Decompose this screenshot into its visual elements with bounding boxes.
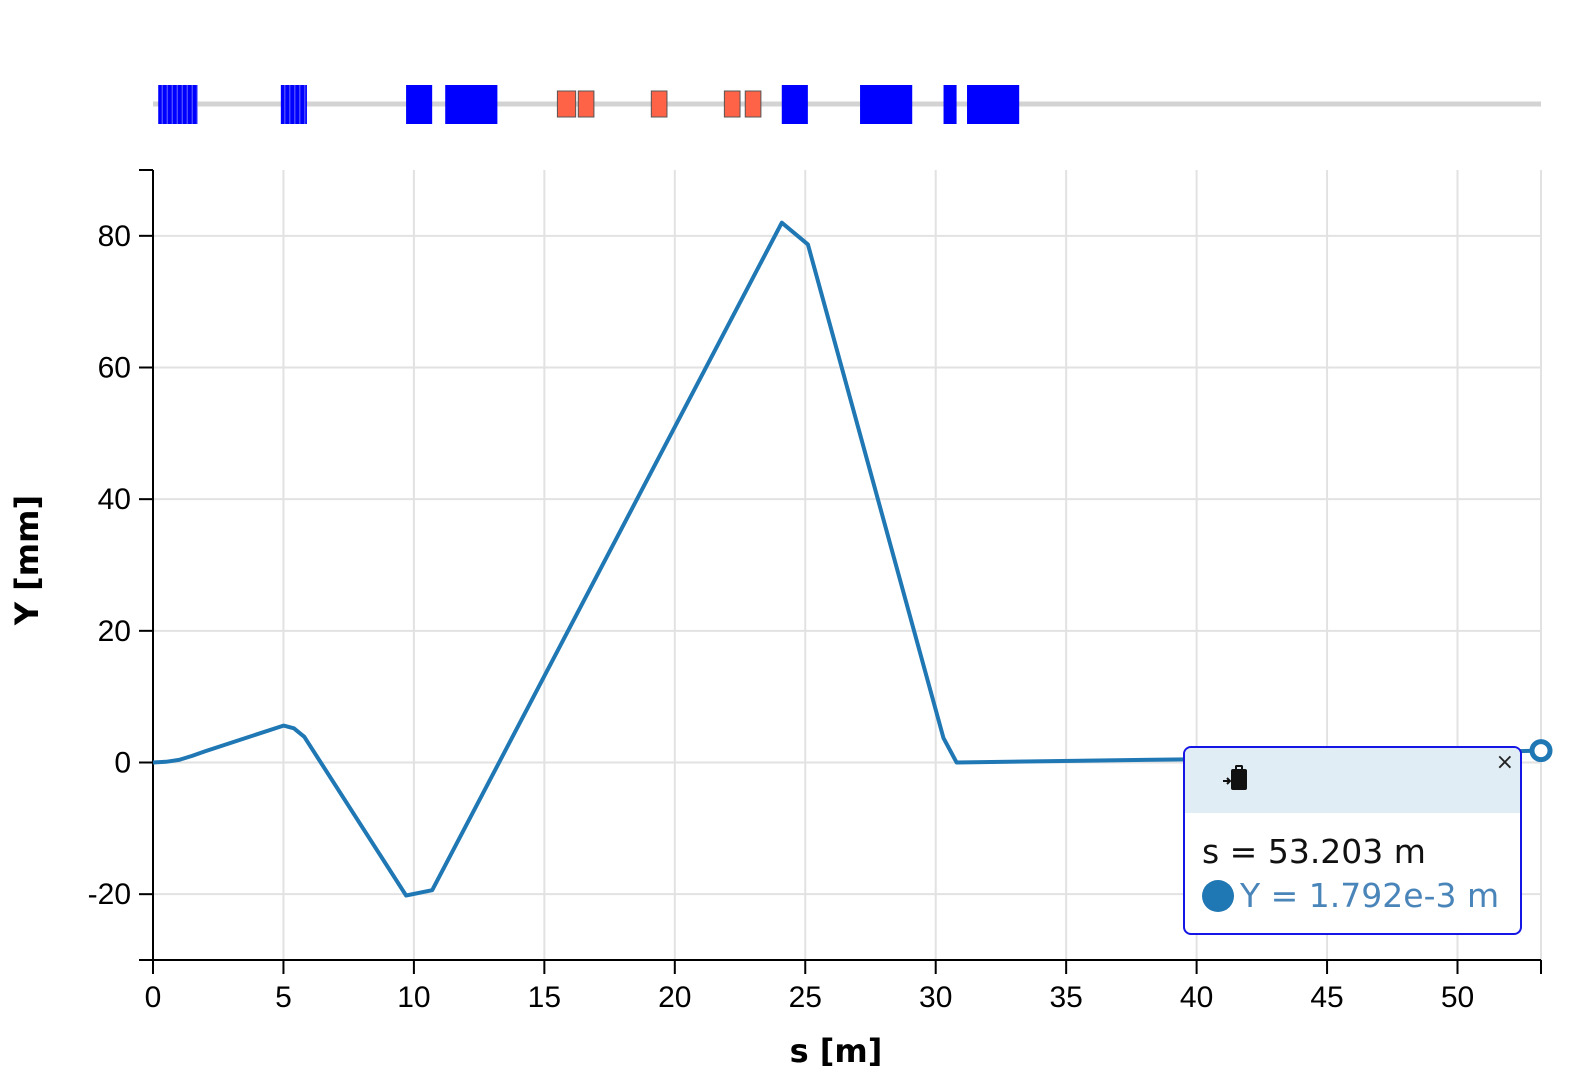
lattice-element-red [577, 90, 595, 118]
series-layer [152, 220, 1553, 898]
x-tick-label: 25 [789, 981, 822, 1014]
lattice-element-blue [860, 85, 913, 124]
y-tick-label: 20 [98, 615, 131, 648]
tooltip-header: × [1185, 748, 1520, 813]
x-tick-label: 35 [1049, 981, 1082, 1014]
lattice-element-blue [406, 85, 433, 124]
y-axis-title: Y [mm] [8, 495, 46, 626]
x-axis-title: s [m] [790, 1032, 883, 1070]
y-tick-label: 40 [98, 483, 131, 516]
x-tick-label: 10 [397, 981, 430, 1014]
tooltip-y-row: Y = 1.792e-3 m [1202, 876, 1499, 915]
y-tick-label: 80 [98, 220, 131, 253]
lattice-bar [153, 85, 1541, 124]
hover-tooltip: × s = 53.203 m Y = 1.792e-3 m [1183, 746, 1522, 935]
y-tick-label: 60 [98, 352, 131, 385]
x-tick-label: 15 [528, 981, 561, 1014]
x-tick-label: 5 [275, 981, 292, 1014]
hover-marker [1529, 739, 1553, 763]
x-tick-label: 20 [658, 981, 691, 1014]
x-tick-label: 0 [145, 981, 162, 1014]
lattice-element-red [723, 90, 741, 118]
lattice-element-red [556, 90, 577, 118]
x-tick-label: 45 [1310, 981, 1343, 1014]
tooltip-y-value: Y = 1.792e-3 m [1240, 876, 1500, 915]
tooltip-s-value: s = 53.203 m [1202, 832, 1426, 871]
series-line [152, 220, 1542, 898]
clipboard-copy-icon[interactable] [1221, 762, 1251, 792]
x-tick-label: 50 [1441, 981, 1474, 1014]
axes: 0 5 10 15 20 25 30 35 40 45 50 -20 0 20 40 60 80 [88, 169, 1542, 1014]
lattice-element-blue [781, 85, 808, 124]
lattice-element-blue [445, 85, 498, 124]
y-tick-label: 0 [114, 747, 131, 780]
x-tick-label: 30 [919, 981, 952, 1014]
y-tick-label: -20 [88, 878, 131, 911]
lattice-element-red [650, 90, 668, 118]
lattice-element-blue [943, 85, 957, 124]
series-marker-icon [1202, 879, 1234, 912]
close-icon[interactable]: × [1495, 750, 1514, 775]
lattice-element-red [744, 90, 762, 118]
lattice-element-blue [967, 85, 1020, 124]
x-tick-label: 40 [1180, 981, 1213, 1014]
lattice-element-blue [158, 85, 198, 124]
